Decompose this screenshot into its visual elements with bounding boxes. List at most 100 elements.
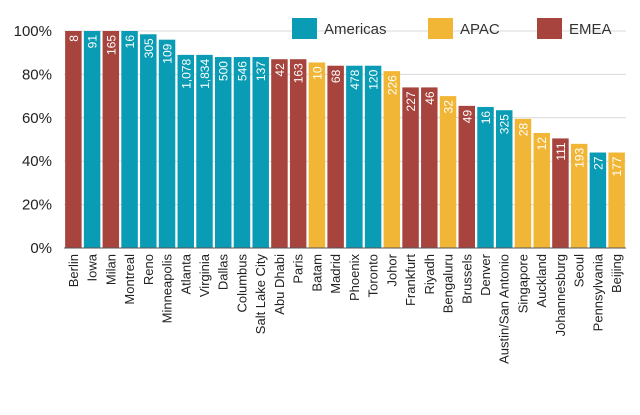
x-tick-label: Beijing	[609, 254, 624, 293]
bar	[608, 152, 625, 248]
data-label: 227	[404, 91, 418, 111]
x-tick-label: Brussels	[459, 254, 474, 304]
x-tick-label: Columbus	[234, 254, 249, 313]
y-tick-label: 20%	[22, 197, 52, 214]
bar	[383, 71, 401, 249]
x-tick-label: Toronto	[366, 254, 381, 297]
data-label: 1,834	[198, 59, 212, 89]
x-tick-label: Milan	[103, 254, 118, 285]
legend-label: APAC	[460, 21, 500, 38]
bar	[327, 65, 344, 248]
bar	[402, 87, 419, 248]
bar	[458, 105, 476, 249]
y-tick-label: 100%	[14, 23, 52, 40]
bars	[65, 31, 625, 249]
bar	[233, 57, 251, 248]
bar	[533, 132, 550, 248]
data-label: 120	[367, 69, 381, 89]
legend-swatch	[292, 18, 317, 39]
x-tick-label: Johor	[384, 253, 399, 286]
x-axis-labels: Berlin Iowa Milan Montreal Reno Minneapolis At…	[66, 253, 624, 364]
bar	[364, 65, 382, 248]
data-label: 16	[479, 111, 493, 125]
bar	[308, 62, 326, 249]
bar	[140, 34, 157, 248]
data-label: 111	[554, 142, 568, 161]
y-axis-ticks: 0% 20% 40% 60% 80% 100%	[14, 23, 52, 257]
bar	[439, 96, 457, 248]
data-label: 49	[460, 110, 474, 124]
data-label: 109	[161, 43, 175, 63]
legend-swatch	[537, 18, 562, 39]
bar	[289, 59, 307, 249]
bar	[121, 31, 138, 248]
y-tick-label: 40%	[22, 153, 52, 170]
legend-label: EMEA	[569, 21, 612, 38]
data-label: 42	[273, 63, 287, 77]
data-label: 32	[442, 100, 456, 114]
bar	[177, 54, 195, 249]
x-tick-label: Reno	[141, 254, 156, 285]
bar	[271, 59, 288, 249]
x-tick-label: Frankfurt	[403, 254, 418, 306]
data-label: 546	[235, 61, 249, 81]
y-tick-label: 60%	[22, 110, 52, 127]
legend-label: Americas	[324, 21, 387, 38]
data-label: 325	[498, 114, 512, 134]
data-labels: 8 91 165 16 305 109 1,078 1,834 500 546 137 42 163 10…	[67, 35, 624, 177]
bar	[570, 143, 588, 248]
legend: Americas APAC EMEA	[292, 18, 612, 39]
data-label: 226	[385, 75, 399, 95]
y-tick-label: 80%	[22, 66, 52, 83]
data-label: 91	[86, 35, 100, 49]
legend-swatch	[428, 18, 453, 39]
data-label: 12	[535, 137, 549, 151]
x-tick-label: Salt Lake City	[253, 254, 268, 335]
data-label: 68	[329, 69, 343, 83]
bar	[65, 31, 82, 248]
x-tick-label: Denver	[478, 253, 493, 296]
bar	[214, 57, 232, 248]
bar	[346, 65, 363, 248]
x-tick-label: Berlin	[66, 254, 81, 287]
data-label: 46	[423, 91, 437, 105]
data-label: 137	[254, 61, 268, 81]
gridlines	[64, 30, 626, 206]
x-tick-label: Abu Dhabi	[272, 254, 287, 315]
y-tick-label: 0%	[30, 240, 52, 257]
bar	[477, 106, 494, 248]
data-label: 478	[348, 69, 362, 89]
bar	[514, 118, 532, 248]
data-label: 163	[292, 63, 306, 83]
bar	[196, 54, 213, 249]
data-label: 193	[573, 148, 587, 168]
bar	[552, 138, 569, 248]
x-tick-label: Riyadh	[422, 254, 437, 294]
x-tick-label: Seoul	[572, 254, 587, 287]
x-tick-label: Auckland	[534, 254, 549, 307]
x-tick-label: Batam	[309, 254, 324, 292]
x-tick-label: Montreal	[122, 254, 137, 305]
x-tick-label: Singapore	[515, 254, 530, 313]
bar	[252, 57, 269, 248]
bar	[102, 31, 120, 248]
x-tick-label: Dallas	[216, 254, 231, 291]
data-label: 500	[217, 61, 231, 81]
bar	[158, 39, 176, 249]
x-tick-label: Johannesburg	[553, 254, 568, 336]
data-label: 165	[104, 35, 118, 55]
data-label: 10	[310, 66, 324, 80]
x-tick-label: Minneapolis	[160, 254, 175, 324]
data-label: 8	[67, 35, 81, 42]
data-label: 28	[516, 123, 530, 137]
bar	[589, 152, 607, 248]
x-tick-label: Atlanta	[178, 253, 193, 294]
bar	[495, 110, 513, 248]
x-tick-label: Virginia	[197, 253, 212, 297]
x-tick-label: Madrid	[328, 254, 343, 294]
bar	[83, 31, 101, 248]
x-tick-label: Austin/San Antonio	[497, 254, 512, 364]
data-label: 1,078	[179, 59, 193, 89]
x-tick-label: Iowa	[85, 253, 100, 281]
